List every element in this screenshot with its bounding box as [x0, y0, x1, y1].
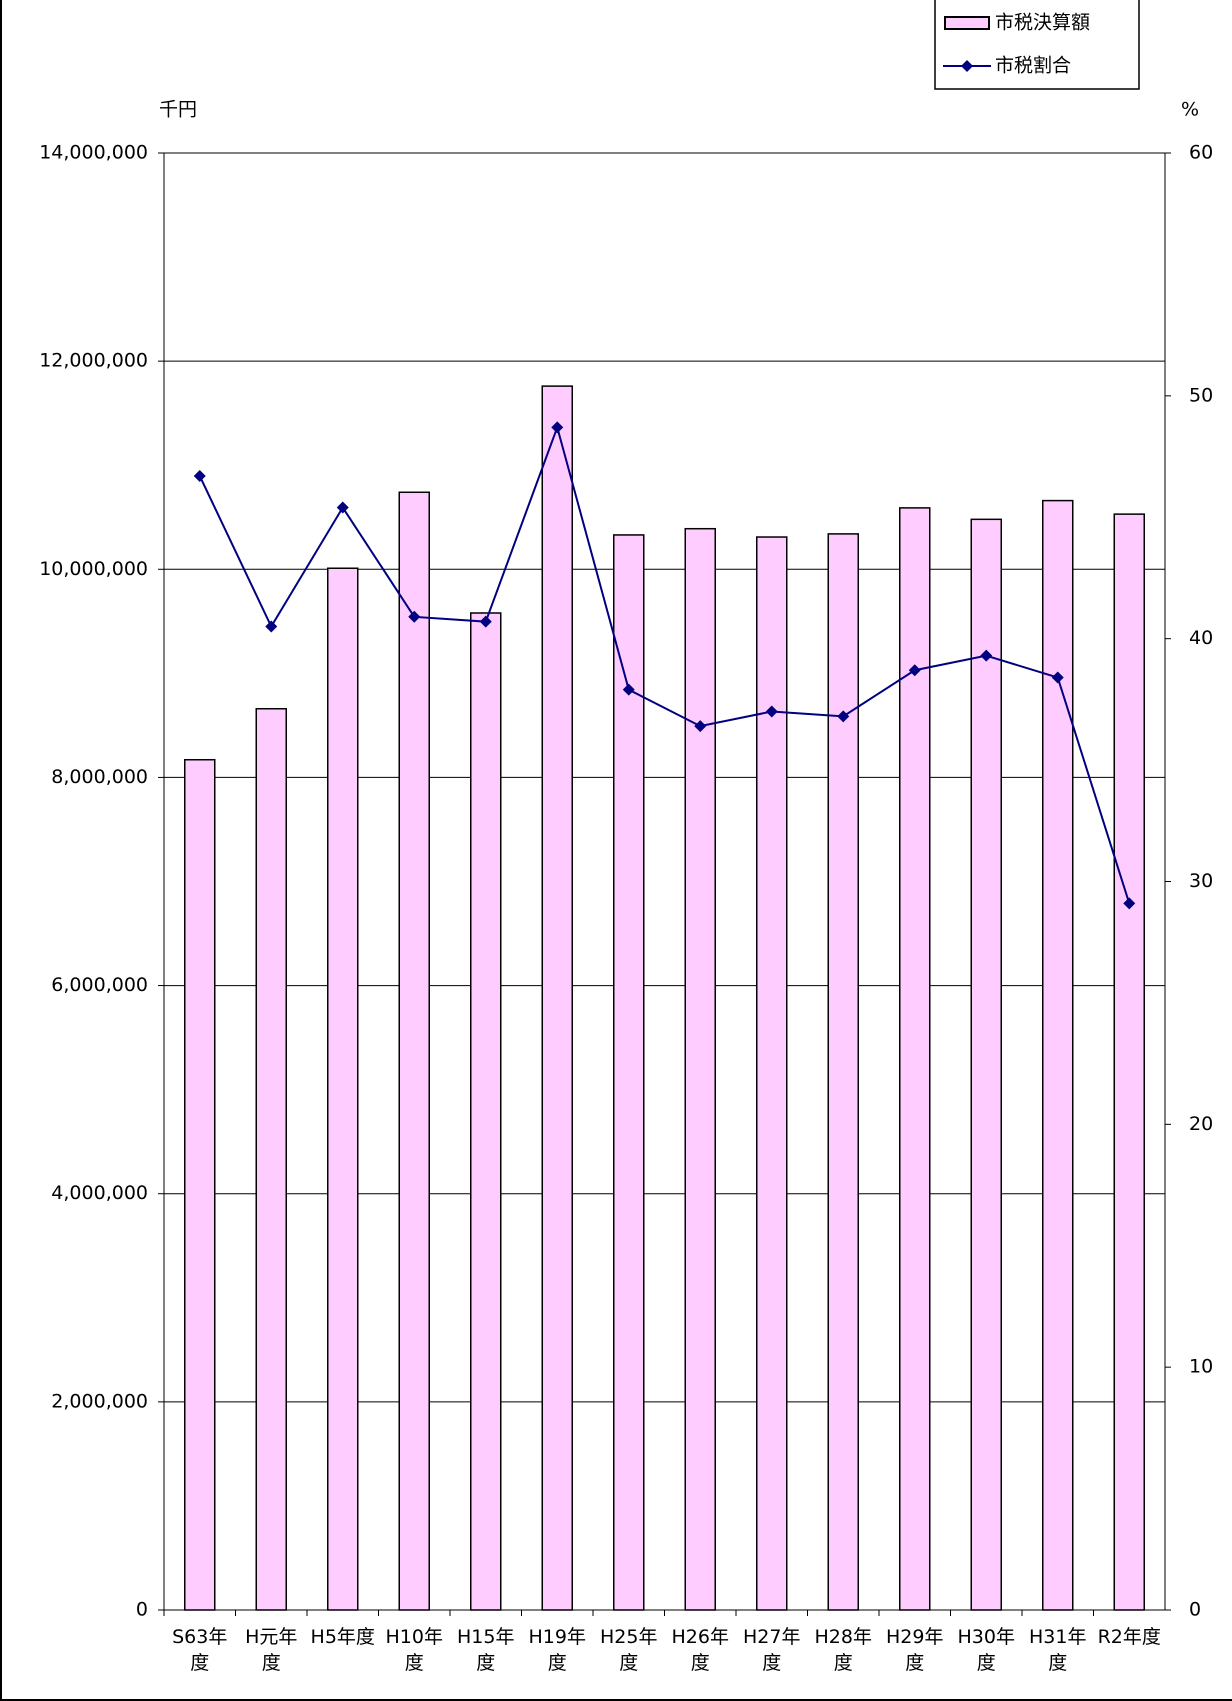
- y2-tick-label: 60: [1189, 142, 1213, 164]
- x-tick-label: H30年 度: [957, 1626, 1015, 1674]
- y-unit: 千円: [159, 99, 197, 121]
- marker: [336, 501, 349, 514]
- marker: [1123, 897, 1136, 910]
- y-tick-label: 8,000,000: [51, 766, 148, 788]
- marker: [765, 705, 778, 718]
- bar: [398, 491, 430, 1611]
- x-tick-label: S63年 度: [172, 1626, 228, 1674]
- legend-marker: [961, 60, 973, 72]
- bar: [184, 758, 216, 1611]
- marker: [193, 469, 206, 482]
- y-tick-label: 2,000,000: [51, 1390, 148, 1412]
- y-tick-label: 14,000,000: [39, 142, 148, 164]
- x-tick-label: H31年 度: [1029, 1626, 1087, 1674]
- y-tick-label: 12,000,000: [39, 350, 148, 372]
- marker: [551, 421, 564, 434]
- x-tick-label: H10年 度: [385, 1626, 443, 1674]
- bar: [327, 567, 359, 1611]
- y2-tick-label: 40: [1189, 627, 1213, 649]
- bar: [613, 534, 645, 1611]
- legend-label: 市税決算額: [995, 12, 1090, 34]
- y-tick-label: 6,000,000: [51, 974, 148, 996]
- x-tick-label: H元年 度: [245, 1626, 298, 1674]
- line: [198, 424, 1131, 904]
- y2-tick-label: 30: [1189, 870, 1213, 892]
- marker: [265, 620, 278, 633]
- marker: [837, 710, 850, 723]
- marker: [408, 610, 421, 623]
- legend-label: 市税割合: [995, 55, 1071, 77]
- y2-tick-label: 0: [1189, 1599, 1201, 1621]
- bar: [970, 518, 1002, 1611]
- y-tick-label: 4,000,000: [51, 1182, 148, 1204]
- x-tick-label: H26年 度: [671, 1626, 729, 1674]
- x-tick-label: H29年 度: [886, 1626, 944, 1674]
- bar: [1113, 513, 1145, 1611]
- y-tick-label: 10,000,000: [39, 558, 148, 580]
- x-tick-label: H5年度: [310, 1626, 375, 1648]
- y2-unit: %: [1181, 99, 1199, 121]
- y2-tick-label: 10: [1189, 1356, 1213, 1378]
- x-tick-label: H19年 度: [528, 1626, 586, 1674]
- y2-tick-label: 20: [1189, 1113, 1213, 1135]
- bar: [255, 707, 287, 1611]
- bar: [899, 507, 931, 1611]
- bar: [541, 385, 573, 1611]
- bar: [470, 612, 502, 1611]
- x-tick-label: H28年 度: [814, 1626, 872, 1674]
- x-tick-label: H15年 度: [457, 1626, 515, 1674]
- bar: [827, 533, 859, 1611]
- legend-swatch: [944, 16, 990, 30]
- y-tick-label: 0: [136, 1599, 148, 1621]
- bar: [684, 527, 716, 1611]
- legend-box: [934, 0, 1140, 90]
- marker: [980, 649, 993, 662]
- marker: [622, 683, 635, 696]
- y2-tick-label: 50: [1189, 384, 1213, 406]
- marker: [694, 720, 707, 733]
- marker: [479, 615, 492, 628]
- bar: [1042, 499, 1074, 1611]
- x-tick-label: H25年 度: [600, 1626, 658, 1674]
- marker: [908, 664, 921, 677]
- x-tick-label: H27年 度: [743, 1626, 801, 1674]
- bar: [756, 536, 788, 1611]
- marker: [1051, 671, 1064, 684]
- x-tick-label: R2年度: [1097, 1626, 1161, 1648]
